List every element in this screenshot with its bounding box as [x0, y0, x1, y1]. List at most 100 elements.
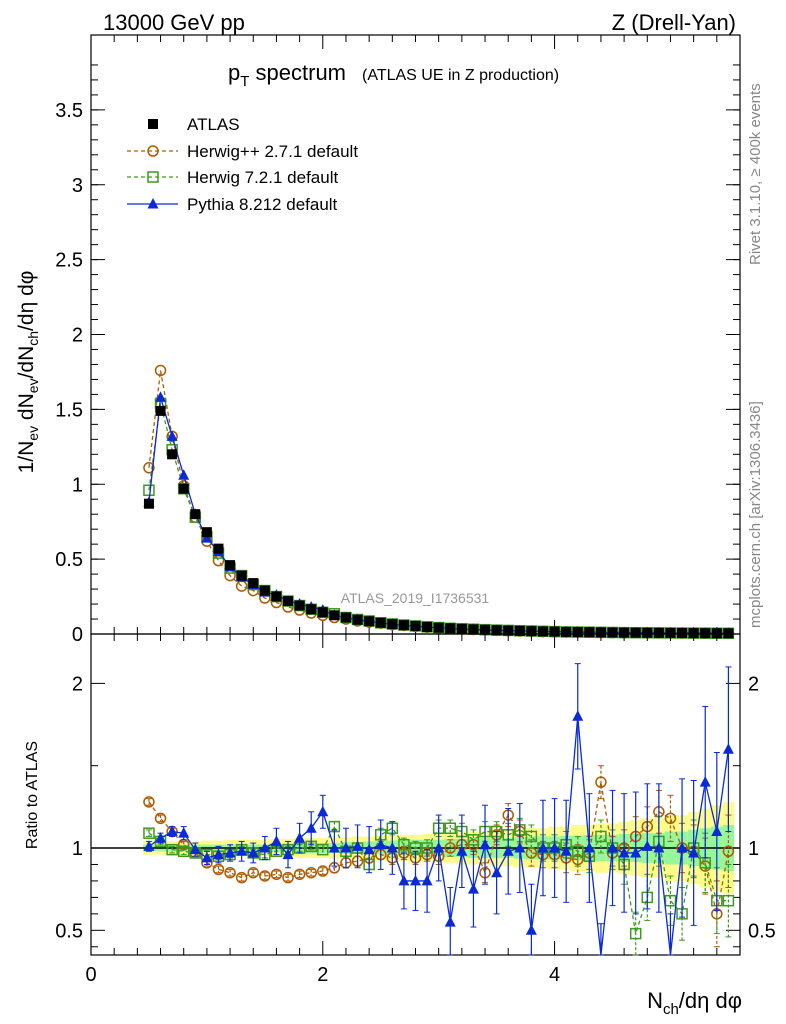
legend-item-herwig7: Herwig 7.2.1 default: [127, 168, 338, 187]
ratio-point-pythia: [166, 825, 178, 837]
main-point-pythia: [166, 430, 178, 441]
main-point-atlas: [526, 626, 537, 637]
main-point-atlas: [595, 627, 606, 638]
main-point-atlas: [364, 616, 375, 627]
ratio-point-pythia: [722, 743, 734, 754]
ratio-panel: 0.5 0.5 1 1 2 2 0 2 4 Ratio to ATLAS Nch/dη dφ: [24, 633, 776, 1018]
main-point-atlas: [723, 628, 734, 639]
main-panel: 0 0.5 1 1.5 2 2.5 3 3.5 ATLAS_2019_I1736531 pT …: [15, 34, 741, 646]
ratio-point-pythia: [352, 840, 364, 851]
ratio-series-pythia: [143, 663, 734, 956]
ratio-xlabel: Nch/dη dφ: [647, 988, 742, 1018]
plot-title: pT spectrum: [228, 60, 346, 90]
ratio-point-herwigpp: [722, 845, 735, 858]
main-point-atlas: [143, 498, 154, 509]
main-point-herwig7: [143, 484, 155, 496]
ratio-ytick-label: 1: [72, 838, 83, 860]
ratio-point-pythia: [653, 842, 665, 853]
ratio-point-herwigpp: [212, 863, 225, 876]
ratio-point-pythia: [340, 842, 352, 853]
main-point-atlas: [294, 600, 305, 611]
ratio-point-pythia: [583, 842, 595, 853]
main-point-atlas: [700, 628, 711, 639]
main-point-atlas: [155, 405, 166, 416]
main-point-atlas: [503, 625, 514, 636]
ratio-point-pythia: [259, 842, 271, 853]
rivet-version-label: Rivet 3.1.10, ≥ 400k events: [747, 83, 764, 265]
ratio-point-pythia: [143, 840, 155, 851]
ratio-xtick-label: 0: [85, 964, 96, 986]
main-point-atlas: [375, 617, 386, 628]
legend-label-herwigpp: Herwig++ 2.7.1 default: [187, 142, 358, 161]
ratio-series: [143, 663, 735, 956]
ratio-point-pythia: [560, 845, 572, 856]
main-ytick-label: 0.5: [55, 549, 83, 571]
ratio-point-pythia: [270, 835, 282, 846]
ratio-point-pythia: [398, 874, 410, 886]
main-point-atlas: [178, 483, 189, 494]
ratio-point-herwigpp: [154, 812, 167, 825]
main-point-atlas: [317, 607, 328, 618]
main-point-pythia: [178, 469, 190, 480]
title-sub: T: [240, 73, 249, 90]
legend-label-herwig7: Herwig 7.2.1 default: [187, 168, 338, 187]
ratio-point-pythia: [155, 832, 167, 843]
main-series: [143, 364, 735, 640]
ratio-point-pythia: [305, 822, 317, 833]
main-point-herwigpp: [235, 580, 248, 592]
ratio-point-pythia: [375, 838, 387, 850]
ratio-point-pythia: [433, 842, 445, 853]
main-point-atlas: [665, 627, 676, 638]
ratio-point-pythia: [236, 845, 248, 856]
main-point-atlas: [352, 614, 363, 625]
main-point-atlas: [398, 620, 409, 631]
main-point-atlas: [561, 626, 572, 637]
ratio-point-pythia: [247, 846, 259, 858]
ratio-point-pythia: [421, 874, 433, 886]
ratio-point-pythia: [456, 845, 468, 856]
ratio-xtick-label: 4: [549, 964, 560, 986]
main-point-atlas: [607, 627, 618, 638]
main-point-atlas: [688, 628, 699, 639]
main-point-atlas: [445, 623, 456, 634]
ratio-point-pythia: [549, 842, 561, 853]
main-point-atlas: [642, 627, 653, 638]
main-ytick-label: 2.5: [55, 250, 83, 272]
ratio-point-herwig7: [317, 843, 329, 856]
main-ylabel: 1/Nev dNev/dNch/dη dφ: [15, 271, 41, 474]
ratio-point-herwig7: [166, 843, 178, 856]
ratio-point-pythia: [491, 866, 503, 878]
ratio-point-herwig7: [629, 927, 642, 940]
ratio-point-herwigpp: [595, 776, 607, 788]
ratio-point-pythia: [630, 846, 642, 858]
ratio-point-pythia: [479, 838, 491, 850]
title-p: p: [228, 60, 240, 85]
ratio-point-pythia: [514, 842, 526, 853]
xlabel-sub: ch: [663, 1001, 679, 1018]
ratio-ytick-label-right: 1: [748, 838, 759, 860]
main-point-atlas: [584, 627, 595, 638]
ratio-point-herwig7: [722, 894, 735, 907]
ratio-point-herwig7: [467, 834, 480, 846]
ratio-point-pythia: [282, 848, 294, 860]
main-point-atlas: [410, 621, 421, 632]
ratio-point-herwigpp: [247, 866, 259, 879]
ratio-point-pythia: [317, 805, 329, 817]
main-ytick-label: 2: [72, 325, 83, 347]
ratio-point-herwigpp: [235, 871, 248, 884]
ratio-xtick-label: 2: [317, 964, 328, 986]
main-point-atlas: [248, 578, 259, 589]
ratio-point-pythia: [467, 883, 479, 894]
legend-label-pythia: Pythia 8.212 default: [187, 195, 338, 214]
ratio-point-herwigpp: [270, 868, 283, 881]
ratio-point-pythia: [294, 832, 306, 843]
ratio-point-herwigpp: [259, 870, 271, 882]
ratio-point-pythia: [641, 840, 653, 851]
ratio-point-pythia: [212, 848, 224, 860]
main-point-atlas: [433, 622, 444, 633]
main-point-herwigpp: [154, 364, 167, 377]
legend-marker-herwig7: [147, 171, 159, 183]
main-point-atlas: [630, 627, 641, 638]
ratio-point-pythia: [201, 851, 213, 863]
main-point-atlas: [468, 624, 479, 635]
